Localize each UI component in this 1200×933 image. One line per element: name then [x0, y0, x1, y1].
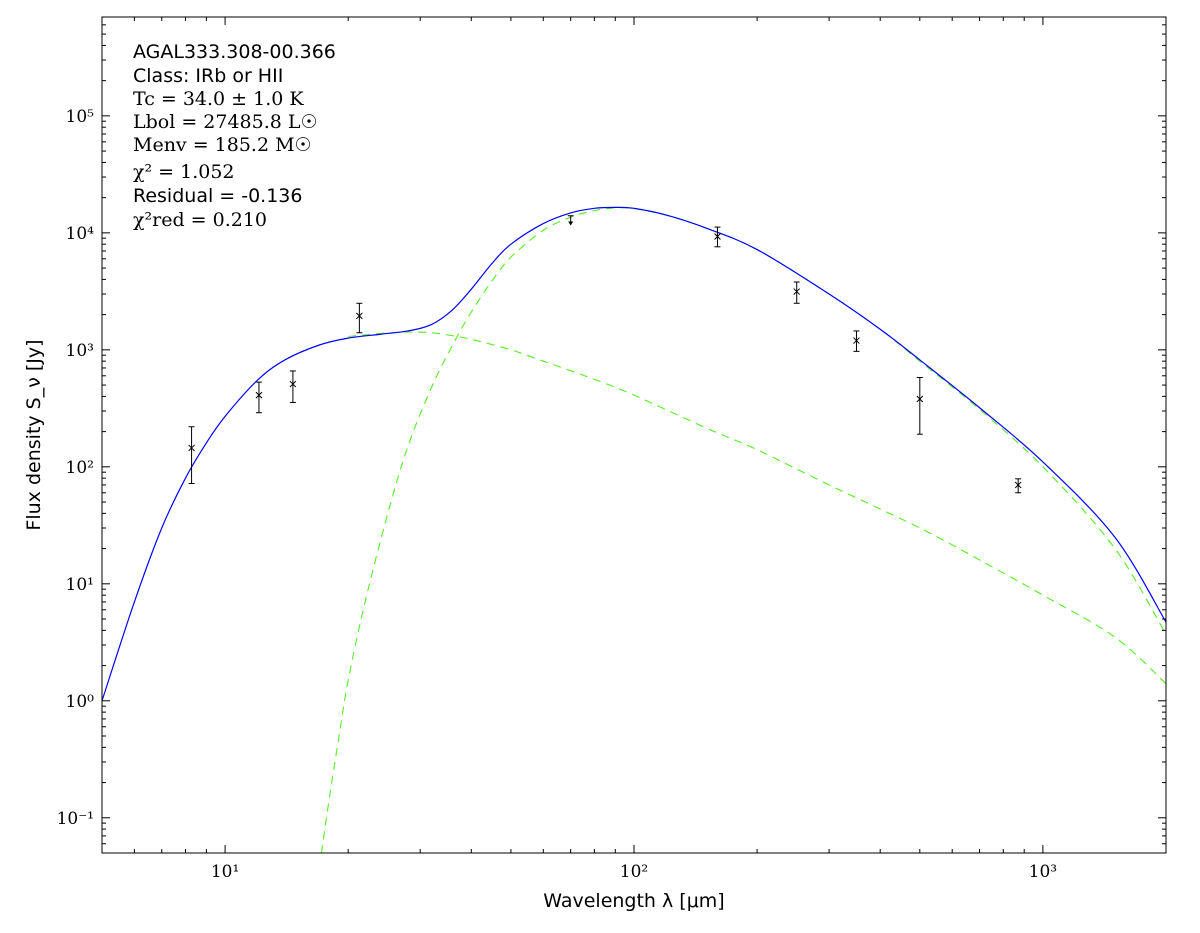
fit-summary-line: χ² = 1.052 — [133, 161, 235, 183]
fit-summary-line: Tc = 34.0 ± 1.0 K — [133, 88, 304, 110]
data-point — [853, 330, 860, 352]
y-tick-label: 10¹ — [66, 575, 94, 595]
y-tick-label: 10³ — [66, 341, 94, 361]
x-marker — [289, 380, 297, 388]
y-tick-label: 10⁴ — [66, 224, 95, 244]
warm-component-curve — [348, 331, 1166, 685]
x-tick-label: 10² — [620, 862, 648, 882]
y-tick-label: 10² — [66, 458, 94, 478]
fit-summary-line: χ²red = 0.210 — [133, 209, 267, 231]
x-marker — [1014, 481, 1022, 489]
plot-area — [102, 17, 1166, 853]
fit-summary-line: Class: IRb or HII — [133, 65, 283, 87]
data-point — [793, 281, 801, 304]
x-marker — [255, 391, 263, 399]
fit-summary-line: Residual = -0.136 — [133, 185, 303, 207]
x-marker — [188, 444, 195, 452]
upper-limit-point — [567, 215, 574, 226]
data-point — [356, 302, 363, 334]
fit-curves — [102, 206, 1166, 853]
x-axis-label: Wavelength λ [μm] — [543, 890, 724, 912]
plot-frame — [101, 16, 1167, 854]
x-marker — [853, 337, 860, 344]
fit-summary-line: AGAL333.308-00.366 — [133, 41, 336, 63]
data-point — [714, 226, 721, 248]
down-arrow-icon — [568, 221, 574, 226]
data-point — [255, 381, 263, 414]
total-fit-curve — [102, 206, 1166, 701]
axis-ticks — [101, 16, 1167, 854]
y-axis-label: Flux density S_ν [Jy] — [23, 339, 45, 530]
data-point — [289, 370, 297, 403]
x-marker — [793, 288, 801, 295]
x-tick-label: 10¹ — [211, 862, 239, 882]
y-tick-label: 10⁰ — [66, 692, 95, 712]
data-points — [188, 215, 1022, 494]
y-tick-label: 10⁵ — [66, 107, 95, 127]
data-point — [1014, 478, 1022, 494]
y-tick-label: 10⁻¹ — [57, 809, 94, 829]
data-point — [916, 377, 924, 435]
fit-summary-line: Lbol = 27485.8 L☉ — [133, 111, 318, 133]
x-tick-label: 10³ — [1029, 862, 1057, 882]
fit-summary-line: Menv = 185.2 M☉ — [133, 134, 312, 156]
x-marker — [916, 395, 924, 403]
tick-labels: 10¹ 10² 10³ 10⁻¹ 10⁰ 10¹ 10² 10³ 10⁴ 10⁵ — [57, 107, 1058, 882]
x-marker — [714, 233, 721, 240]
data-point — [188, 426, 195, 485]
x-marker — [356, 312, 363, 320]
